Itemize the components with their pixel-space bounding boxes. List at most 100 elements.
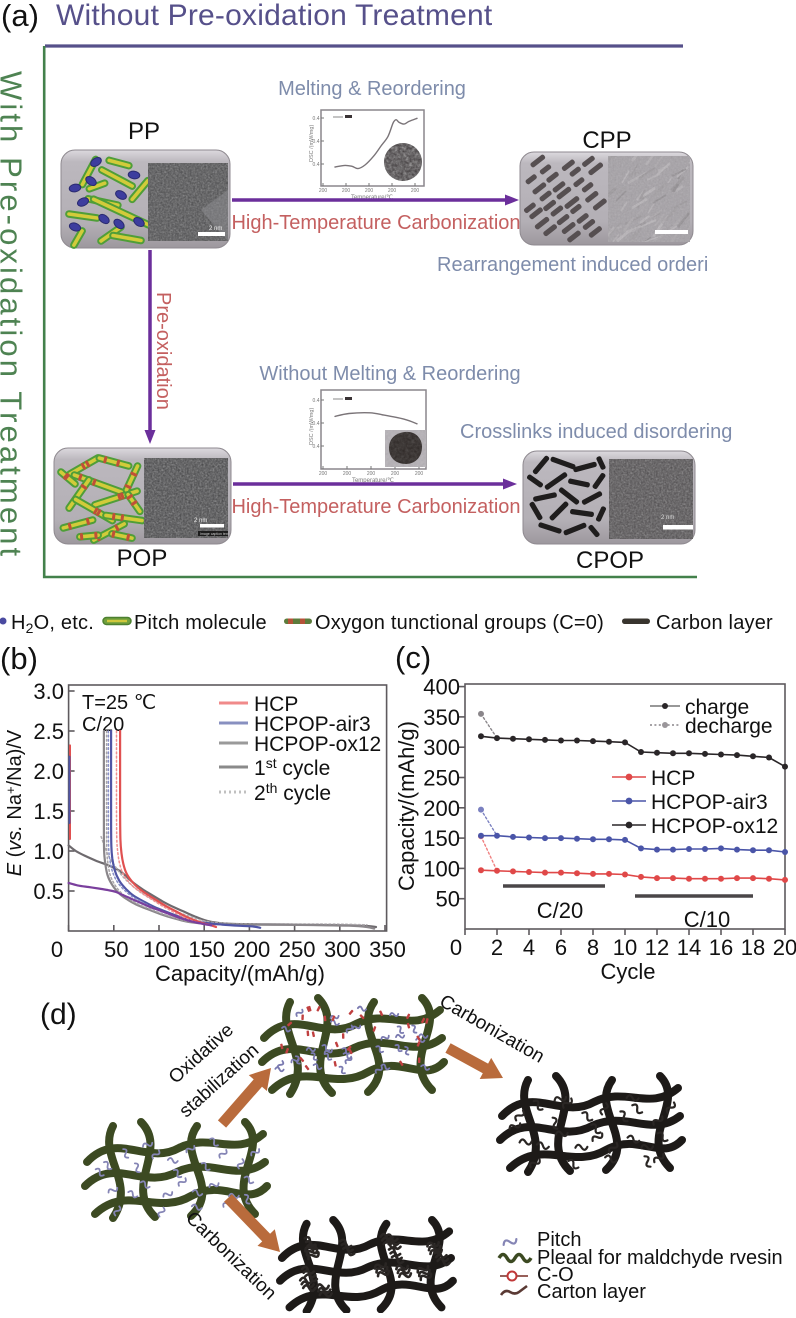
svg-text:6: 6 [555, 935, 567, 960]
svg-text:CPOP: CPOP [576, 547, 644, 574]
svg-text:HCPOP-ox12: HCPOP-ox12 [651, 815, 778, 838]
svg-text:Image caption text: Image caption text [200, 532, 229, 536]
svg-text:T=25 ℃: T=25 ℃ [82, 692, 156, 714]
svg-text:POP: POP [117, 545, 168, 572]
svg-text:20: 20 [773, 935, 796, 960]
svg-text:12: 12 [645, 935, 669, 960]
svg-text:250: 250 [423, 766, 460, 791]
svg-text:1st cycle: 1st cycle [254, 755, 330, 780]
svg-text:Pitch molecule: Pitch molecule [134, 612, 267, 634]
svg-text:Without Melting & Reordering: Without Melting & Reordering [259, 363, 520, 385]
svg-text:Carton layer: Carton layer [537, 1281, 646, 1303]
svg-text:0.5: 0.5 [33, 879, 64, 904]
svg-text:400: 400 [423, 675, 460, 700]
svg-text:0: 0 [51, 937, 63, 962]
svg-text:HCPOP-air3: HCPOP-air3 [254, 713, 371, 736]
svg-text:H2O, etc.: H2O, etc. [11, 612, 94, 636]
svg-text:E (vs. Na+/Na)/V: E (vs. Na+/Na)/V [3, 729, 26, 876]
svg-text:10: 10 [613, 935, 637, 960]
svg-text:Capacity/(mAh/g): Capacity/(mAh/g) [394, 721, 419, 891]
svg-text:DSC /(mW/mg): DSC /(mW/mg) [309, 408, 315, 445]
svg-text:Crosslinks induced disordering: Crosslinks induced disordering [460, 421, 732, 443]
svg-text:Melting & Reordering: Melting & Reordering [278, 78, 466, 100]
svg-text:200: 200 [415, 471, 424, 477]
svg-text:2 nm: 2 nm [209, 226, 222, 232]
svg-text:Carbon layer: Carbon layer [656, 612, 773, 634]
svg-text:350: 350 [369, 937, 406, 962]
svg-text:(a): (a) [1, 0, 39, 33]
svg-text:2th cycle: 2th cycle [254, 780, 331, 805]
svg-text:1.5: 1.5 [33, 799, 64, 824]
svg-text:0.4: 0.4 [313, 116, 320, 122]
svg-text:0.4: 0.4 [313, 139, 320, 145]
svg-text:0: 0 [450, 935, 462, 960]
svg-text:350: 350 [423, 705, 460, 730]
svg-text:HCP: HCP [254, 693, 298, 716]
svg-text:(b): (b) [0, 641, 38, 676]
svg-text:150: 150 [423, 826, 460, 851]
svg-text:Cycle: Cycle [600, 959, 655, 984]
svg-text:High-Temperature Carbonization: High-Temperature Carbonization [231, 496, 520, 518]
svg-text:0.4: 0.4 [313, 398, 320, 404]
svg-text:200: 200 [367, 471, 376, 477]
svg-text:200: 200 [319, 188, 328, 194]
svg-text:Pitch: Pitch [537, 1229, 581, 1251]
svg-text:C/10: C/10 [684, 907, 730, 932]
svg-text:CPP: CPP [582, 127, 631, 154]
svg-text:PP: PP [128, 118, 160, 145]
svg-text:200: 200 [234, 937, 271, 962]
svg-text:(c): (c) [395, 640, 431, 675]
svg-text:Pre-oxidation: Pre-oxidation [152, 292, 174, 410]
svg-text:Carbonization: Carbonization [181, 1208, 280, 1305]
svg-text:14: 14 [677, 935, 701, 960]
svg-text:2: 2 [491, 935, 503, 960]
svg-text:0.4: 0.4 [313, 444, 320, 450]
svg-text:Temperature/℃: Temperature/℃ [351, 195, 393, 201]
svg-text:200: 200 [365, 188, 374, 194]
svg-text:250: 250 [279, 937, 316, 962]
svg-text:Without Pre-oxidation Treatmen: Without Pre-oxidation Treatment [56, 0, 493, 32]
svg-text:50: 50 [436, 887, 460, 912]
svg-text:HCPOP-air3: HCPOP-air3 [651, 791, 768, 814]
svg-text:C/20: C/20 [82, 714, 124, 736]
svg-text:With Pre-oxidation Treatment: With Pre-oxidation Treatment [0, 71, 29, 559]
svg-text:300: 300 [423, 735, 460, 760]
svg-text:2.5: 2.5 [33, 719, 64, 744]
svg-text:Oxygon tunctional groups (C=0): Oxygon tunctional groups (C=0) [315, 612, 604, 634]
svg-text:200: 200 [391, 471, 400, 477]
svg-text:2 nm: 2 nm [194, 518, 207, 524]
svg-text:3.0: 3.0 [33, 679, 64, 704]
svg-text:charge: charge [685, 696, 749, 719]
svg-text:Temperature/℃: Temperature/℃ [352, 478, 394, 484]
svg-text:200: 200 [342, 188, 351, 194]
svg-text:100: 100 [143, 937, 180, 962]
svg-text:2 nm: 2 nm [661, 515, 674, 521]
svg-text:0.4: 0.4 [313, 421, 320, 427]
svg-text:Capacity/(mAh/g): Capacity/(mAh/g) [155, 961, 325, 986]
svg-text:HCP: HCP [651, 767, 695, 790]
svg-text:DSC /(mW/mg): DSC /(mW/mg) [309, 125, 315, 162]
svg-text:1.0: 1.0 [33, 839, 64, 864]
svg-text:decharge: decharge [685, 715, 773, 738]
svg-text:0.4: 0.4 [313, 162, 320, 168]
svg-text:8: 8 [587, 935, 599, 960]
svg-text:200: 200 [319, 471, 328, 477]
svg-text:200: 200 [411, 188, 420, 194]
svg-text:200: 200 [388, 188, 397, 194]
svg-text:150: 150 [188, 937, 225, 962]
svg-text:16: 16 [709, 935, 733, 960]
svg-text:300: 300 [324, 937, 361, 962]
svg-text:200: 200 [423, 796, 460, 821]
svg-text:C-O: C-O [537, 1264, 574, 1286]
svg-text:Pleaal for maldchyde rvesin: Pleaal for maldchyde rvesin [537, 1247, 783, 1269]
svg-text:200: 200 [343, 471, 352, 477]
svg-text:HCPOP-ox12: HCPOP-ox12 [254, 733, 381, 756]
svg-text:Rearrangement induced orderi: Rearrangement induced orderi [437, 254, 708, 276]
svg-text:50: 50 [104, 937, 128, 962]
svg-text:100: 100 [423, 856, 460, 881]
svg-text:18: 18 [741, 935, 765, 960]
svg-text:High-Temperature Carbonization: High-Temperature Carbonization [231, 212, 520, 234]
svg-text:(d): (d) [40, 998, 77, 1031]
svg-text:4: 4 [523, 935, 535, 960]
svg-text:2.0: 2.0 [33, 759, 64, 784]
